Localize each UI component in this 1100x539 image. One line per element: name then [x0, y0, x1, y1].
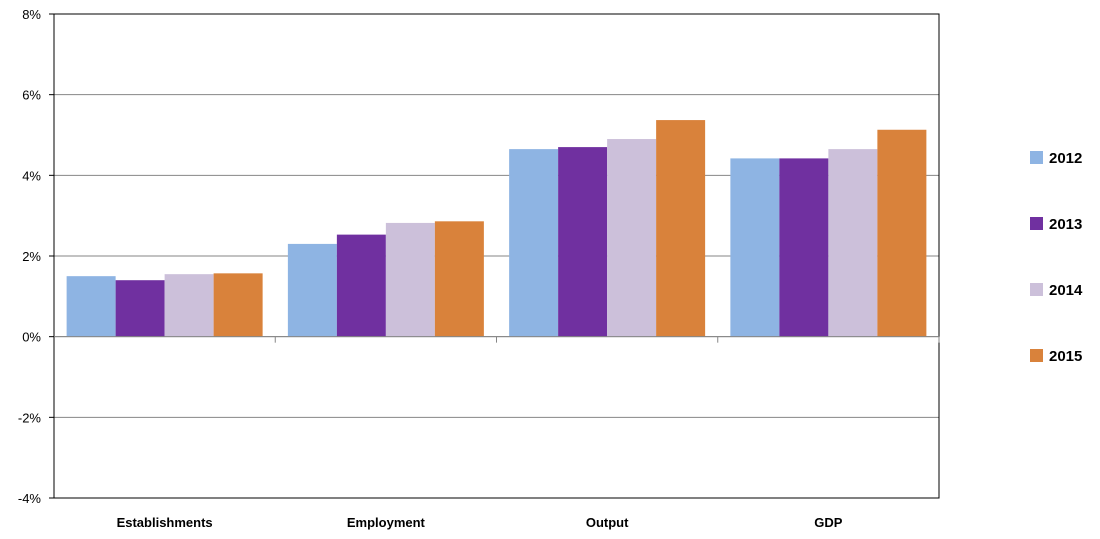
bar-gdp-2014 [828, 149, 878, 337]
bar-output-2013 [558, 147, 608, 337]
x-tick-label: GDP [814, 515, 843, 530]
y-tick-label: 4% [22, 168, 41, 183]
x-tick-label: Output [586, 515, 629, 530]
legend-swatch [1030, 217, 1043, 230]
bar-employment-2013 [336, 234, 386, 337]
y-tick-label: 0% [22, 330, 41, 345]
bar-output-2012 [509, 149, 559, 337]
y-tick-label: 6% [22, 88, 41, 103]
bars [66, 120, 927, 337]
legend-label: 2012 [1049, 150, 1082, 167]
legend-label: 2014 [1049, 282, 1083, 299]
legend-item-2012: 2012 [1030, 150, 1082, 167]
bar-gdp-2015 [877, 129, 927, 337]
bar-output-2014 [607, 139, 657, 337]
legend-item-2015: 2015 [1030, 348, 1082, 365]
y-tick-label: 2% [22, 249, 41, 264]
axes: -4% -2% 0% 2% 4% 6% 8% Establishments Employment… [18, 7, 940, 530]
bar-output-2015 [656, 120, 706, 337]
bar-employment-2012 [287, 243, 337, 337]
bar-gdp-2012 [730, 158, 780, 337]
x-tick-label: Establishments [117, 515, 213, 530]
legend-swatch [1030, 349, 1043, 362]
legend: 2012 2013 2014 2015 [1030, 150, 1083, 365]
y-tick-label: 8% [22, 7, 41, 22]
bar-establishments-2013 [115, 280, 165, 337]
bar-employment-2015 [434, 221, 484, 337]
legend-label: 2015 [1049, 348, 1082, 365]
bar-establishments-2015 [213, 273, 263, 337]
x-tick-label: Employment [347, 515, 426, 530]
legend-item-2013: 2013 [1030, 216, 1082, 233]
bar-employment-2014 [385, 222, 435, 337]
legend-item-2014: 2014 [1030, 282, 1083, 299]
legend-label: 2013 [1049, 216, 1082, 233]
bar-establishments-2012 [66, 276, 116, 337]
legend-swatch [1030, 151, 1043, 164]
legend-swatch [1030, 283, 1043, 296]
y-tick-label: -4% [18, 491, 42, 506]
bar-gdp-2013 [779, 158, 829, 337]
bar-establishments-2014 [164, 274, 214, 337]
y-tick-label: -2% [18, 410, 42, 425]
